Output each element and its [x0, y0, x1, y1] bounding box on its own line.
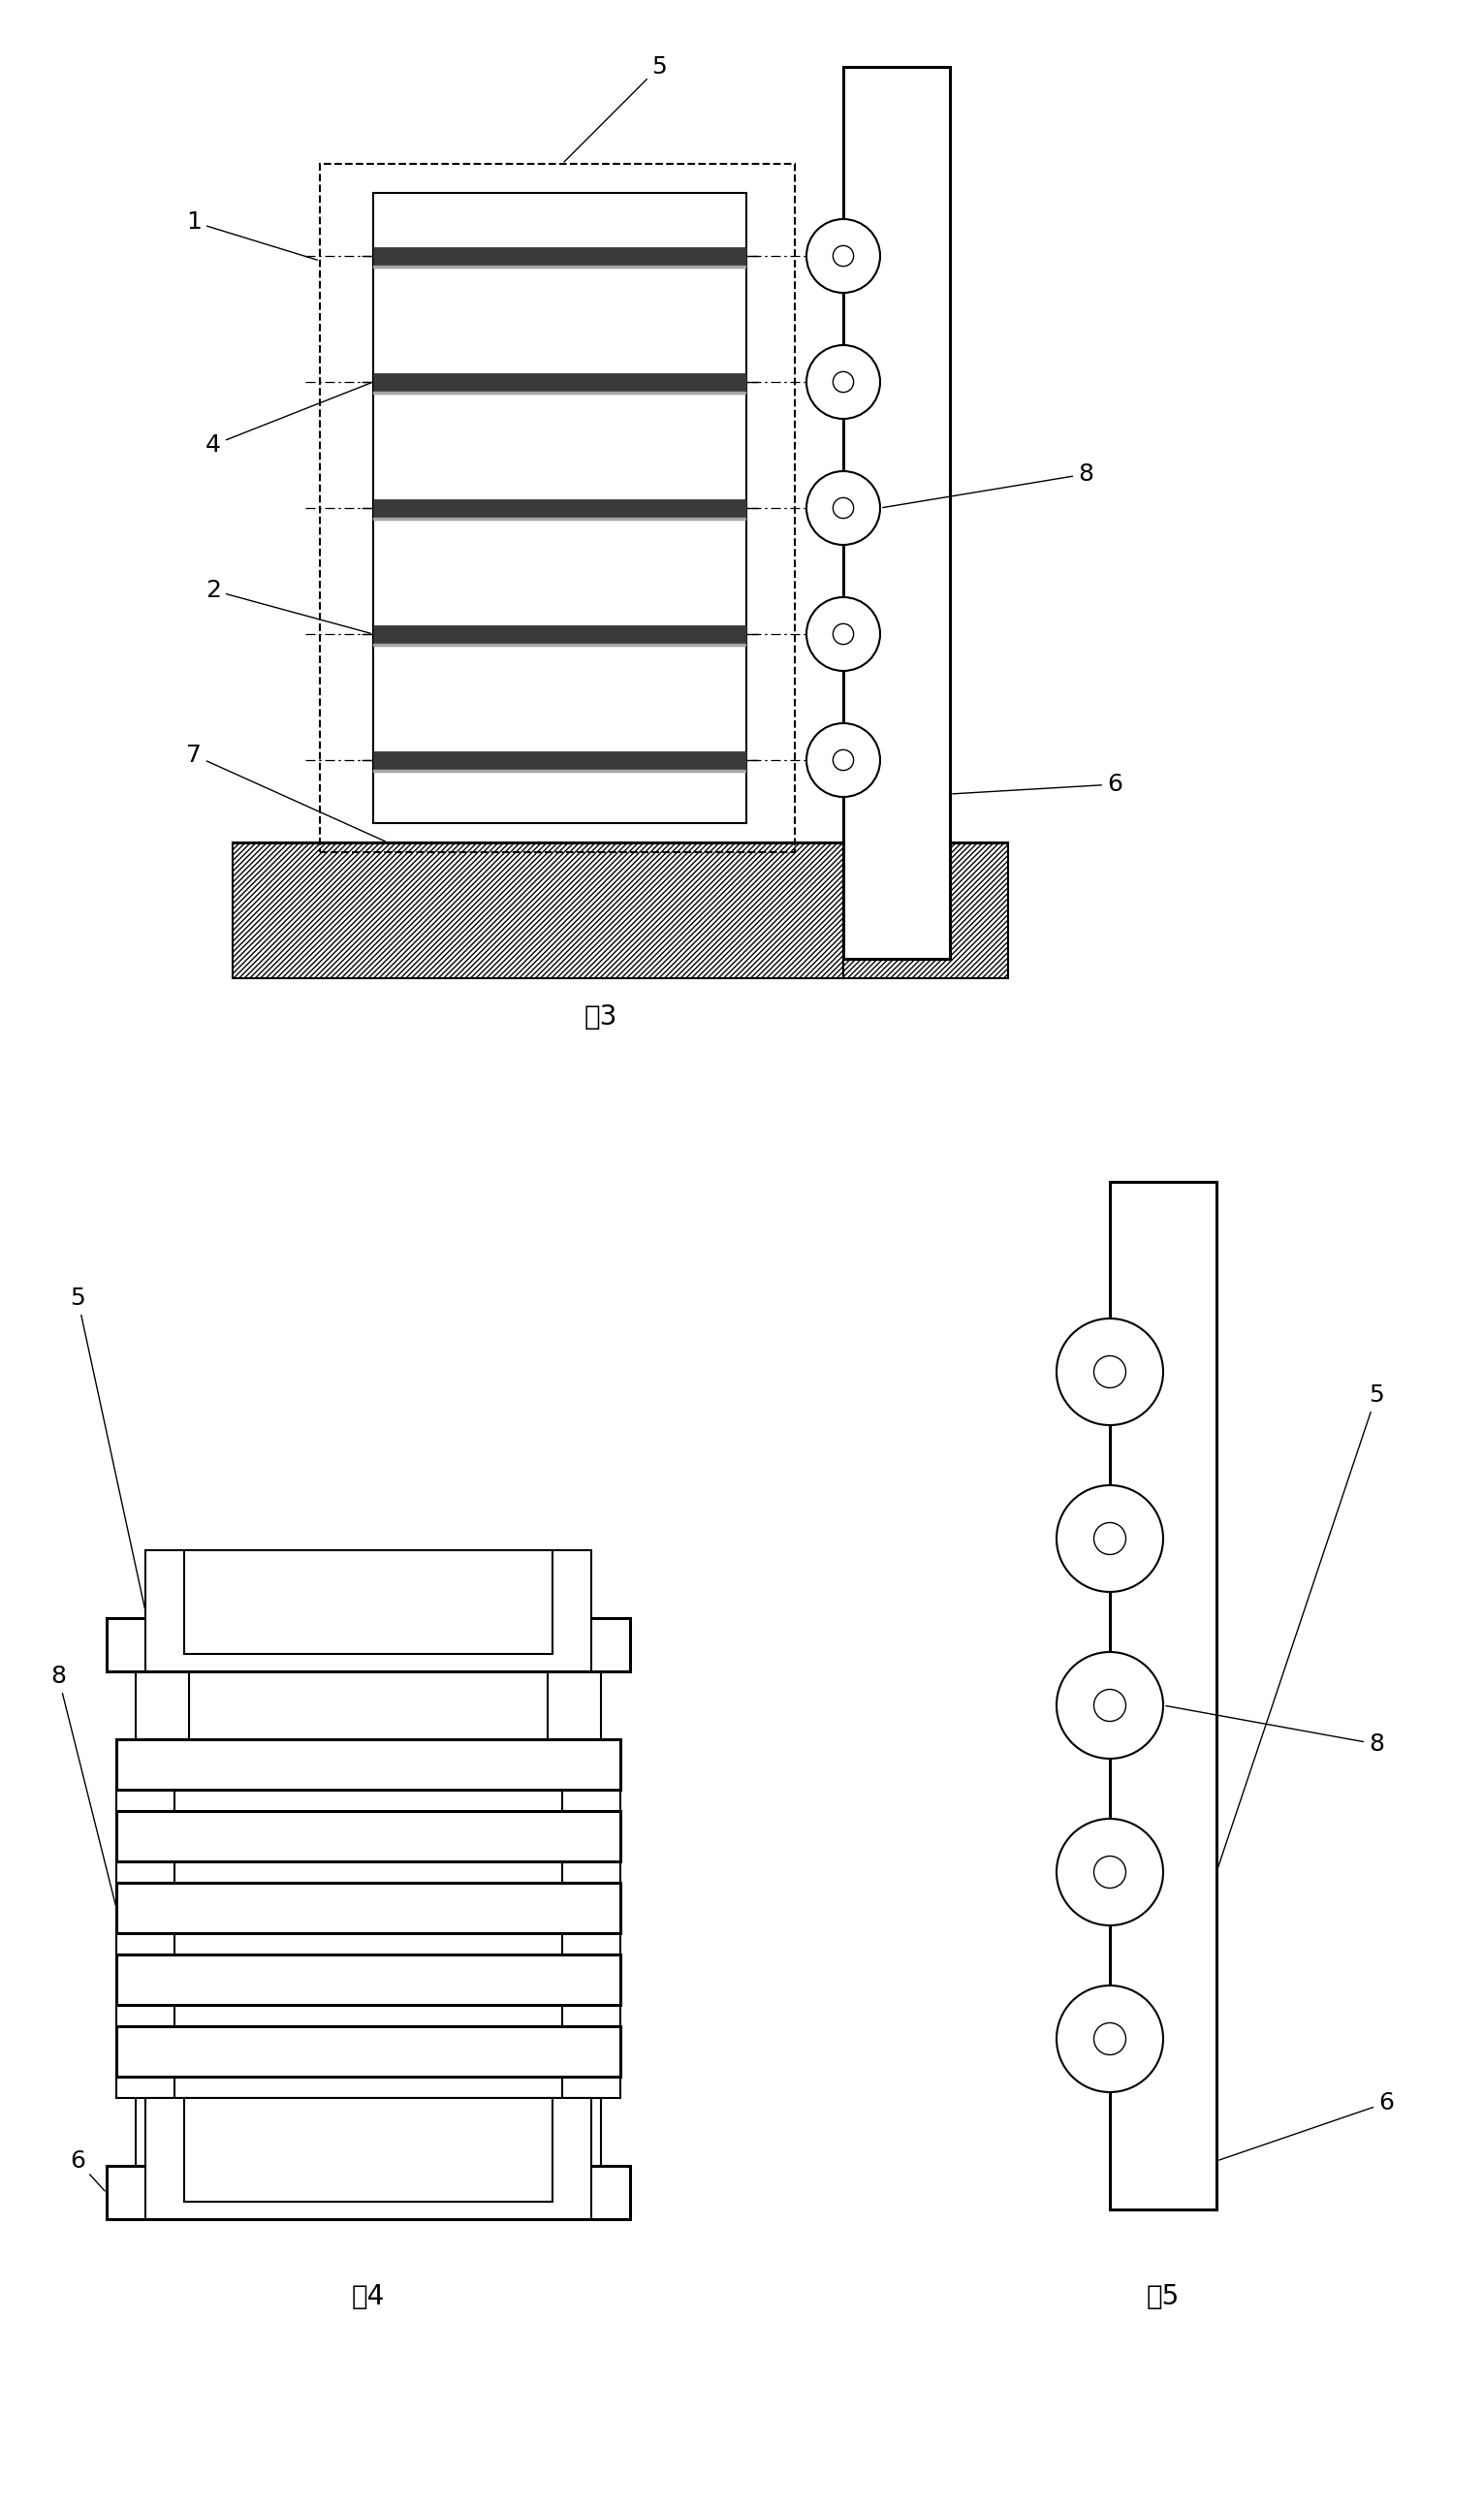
Bar: [843, 843, 1008, 979]
Bar: [372, 246, 746, 264]
Bar: [116, 1812, 620, 1862]
Bar: [548, 1672, 601, 1739]
Circle shape: [1057, 1652, 1163, 1760]
Bar: [321, 163, 795, 853]
Text: 6: 6: [953, 773, 1122, 796]
Circle shape: [833, 246, 853, 266]
Text: 8: 8: [883, 462, 1094, 507]
Circle shape: [1094, 1524, 1126, 1554]
Text: 8: 8: [50, 1664, 116, 1905]
Bar: [107, 1619, 631, 1672]
Bar: [145, 1551, 591, 1672]
Bar: [372, 392, 746, 394]
Circle shape: [1094, 1855, 1126, 1888]
Text: 7: 7: [186, 743, 386, 841]
Bar: [372, 193, 746, 823]
Bar: [116, 1790, 175, 1812]
Text: 2: 2: [205, 580, 371, 633]
Circle shape: [806, 597, 880, 670]
Bar: [116, 1739, 620, 1790]
Circle shape: [833, 622, 853, 645]
Bar: [116, 2026, 620, 2076]
Bar: [548, 2098, 601, 2166]
Bar: [562, 1862, 620, 1882]
Text: 5: 5: [1217, 1383, 1385, 1870]
Circle shape: [833, 750, 853, 771]
Bar: [372, 374, 746, 392]
Bar: [107, 2166, 631, 2219]
Bar: [372, 643, 746, 648]
Text: 图3: 图3: [585, 1004, 617, 1032]
Text: 5: 5: [70, 1288, 145, 1609]
Bar: [135, 1672, 188, 1739]
Bar: [562, 2076, 620, 2098]
Bar: [372, 750, 746, 768]
Bar: [184, 1551, 552, 1654]
Text: 6: 6: [1218, 2091, 1393, 2161]
Bar: [1110, 1182, 1217, 2209]
Text: 8: 8: [1166, 1707, 1385, 1754]
Circle shape: [1057, 1318, 1163, 1426]
Bar: [145, 2098, 591, 2219]
Circle shape: [1094, 1689, 1126, 1722]
Circle shape: [833, 497, 853, 520]
Circle shape: [1094, 1355, 1126, 1388]
Text: 图4: 图4: [352, 2284, 384, 2309]
Circle shape: [1057, 1486, 1163, 1591]
Text: 4: 4: [205, 384, 371, 457]
Circle shape: [806, 472, 880, 545]
Bar: [116, 1882, 620, 1933]
Bar: [562, 1790, 620, 1812]
Bar: [372, 625, 746, 643]
Text: 1: 1: [186, 211, 318, 261]
Bar: [562, 2005, 620, 2026]
Bar: [116, 2005, 175, 2026]
Bar: [233, 843, 843, 979]
Bar: [372, 771, 746, 773]
Circle shape: [806, 723, 880, 796]
Bar: [372, 499, 746, 517]
Bar: [116, 1955, 620, 2005]
Circle shape: [806, 346, 880, 419]
Circle shape: [1094, 2023, 1126, 2056]
Circle shape: [1057, 1820, 1163, 1925]
Circle shape: [1057, 1985, 1163, 2093]
Bar: [843, 68, 950, 959]
Bar: [372, 266, 746, 269]
Bar: [562, 1933, 620, 1955]
Circle shape: [833, 371, 853, 392]
Bar: [116, 1862, 175, 1882]
Circle shape: [806, 218, 880, 294]
Text: 6: 6: [70, 2149, 105, 2191]
Bar: [372, 517, 746, 520]
Bar: [116, 2076, 175, 2098]
Text: 5: 5: [564, 55, 666, 163]
Bar: [116, 1933, 175, 1955]
Text: 图5: 图5: [1147, 2284, 1180, 2309]
Bar: [184, 2098, 552, 2201]
Bar: [135, 2098, 188, 2166]
